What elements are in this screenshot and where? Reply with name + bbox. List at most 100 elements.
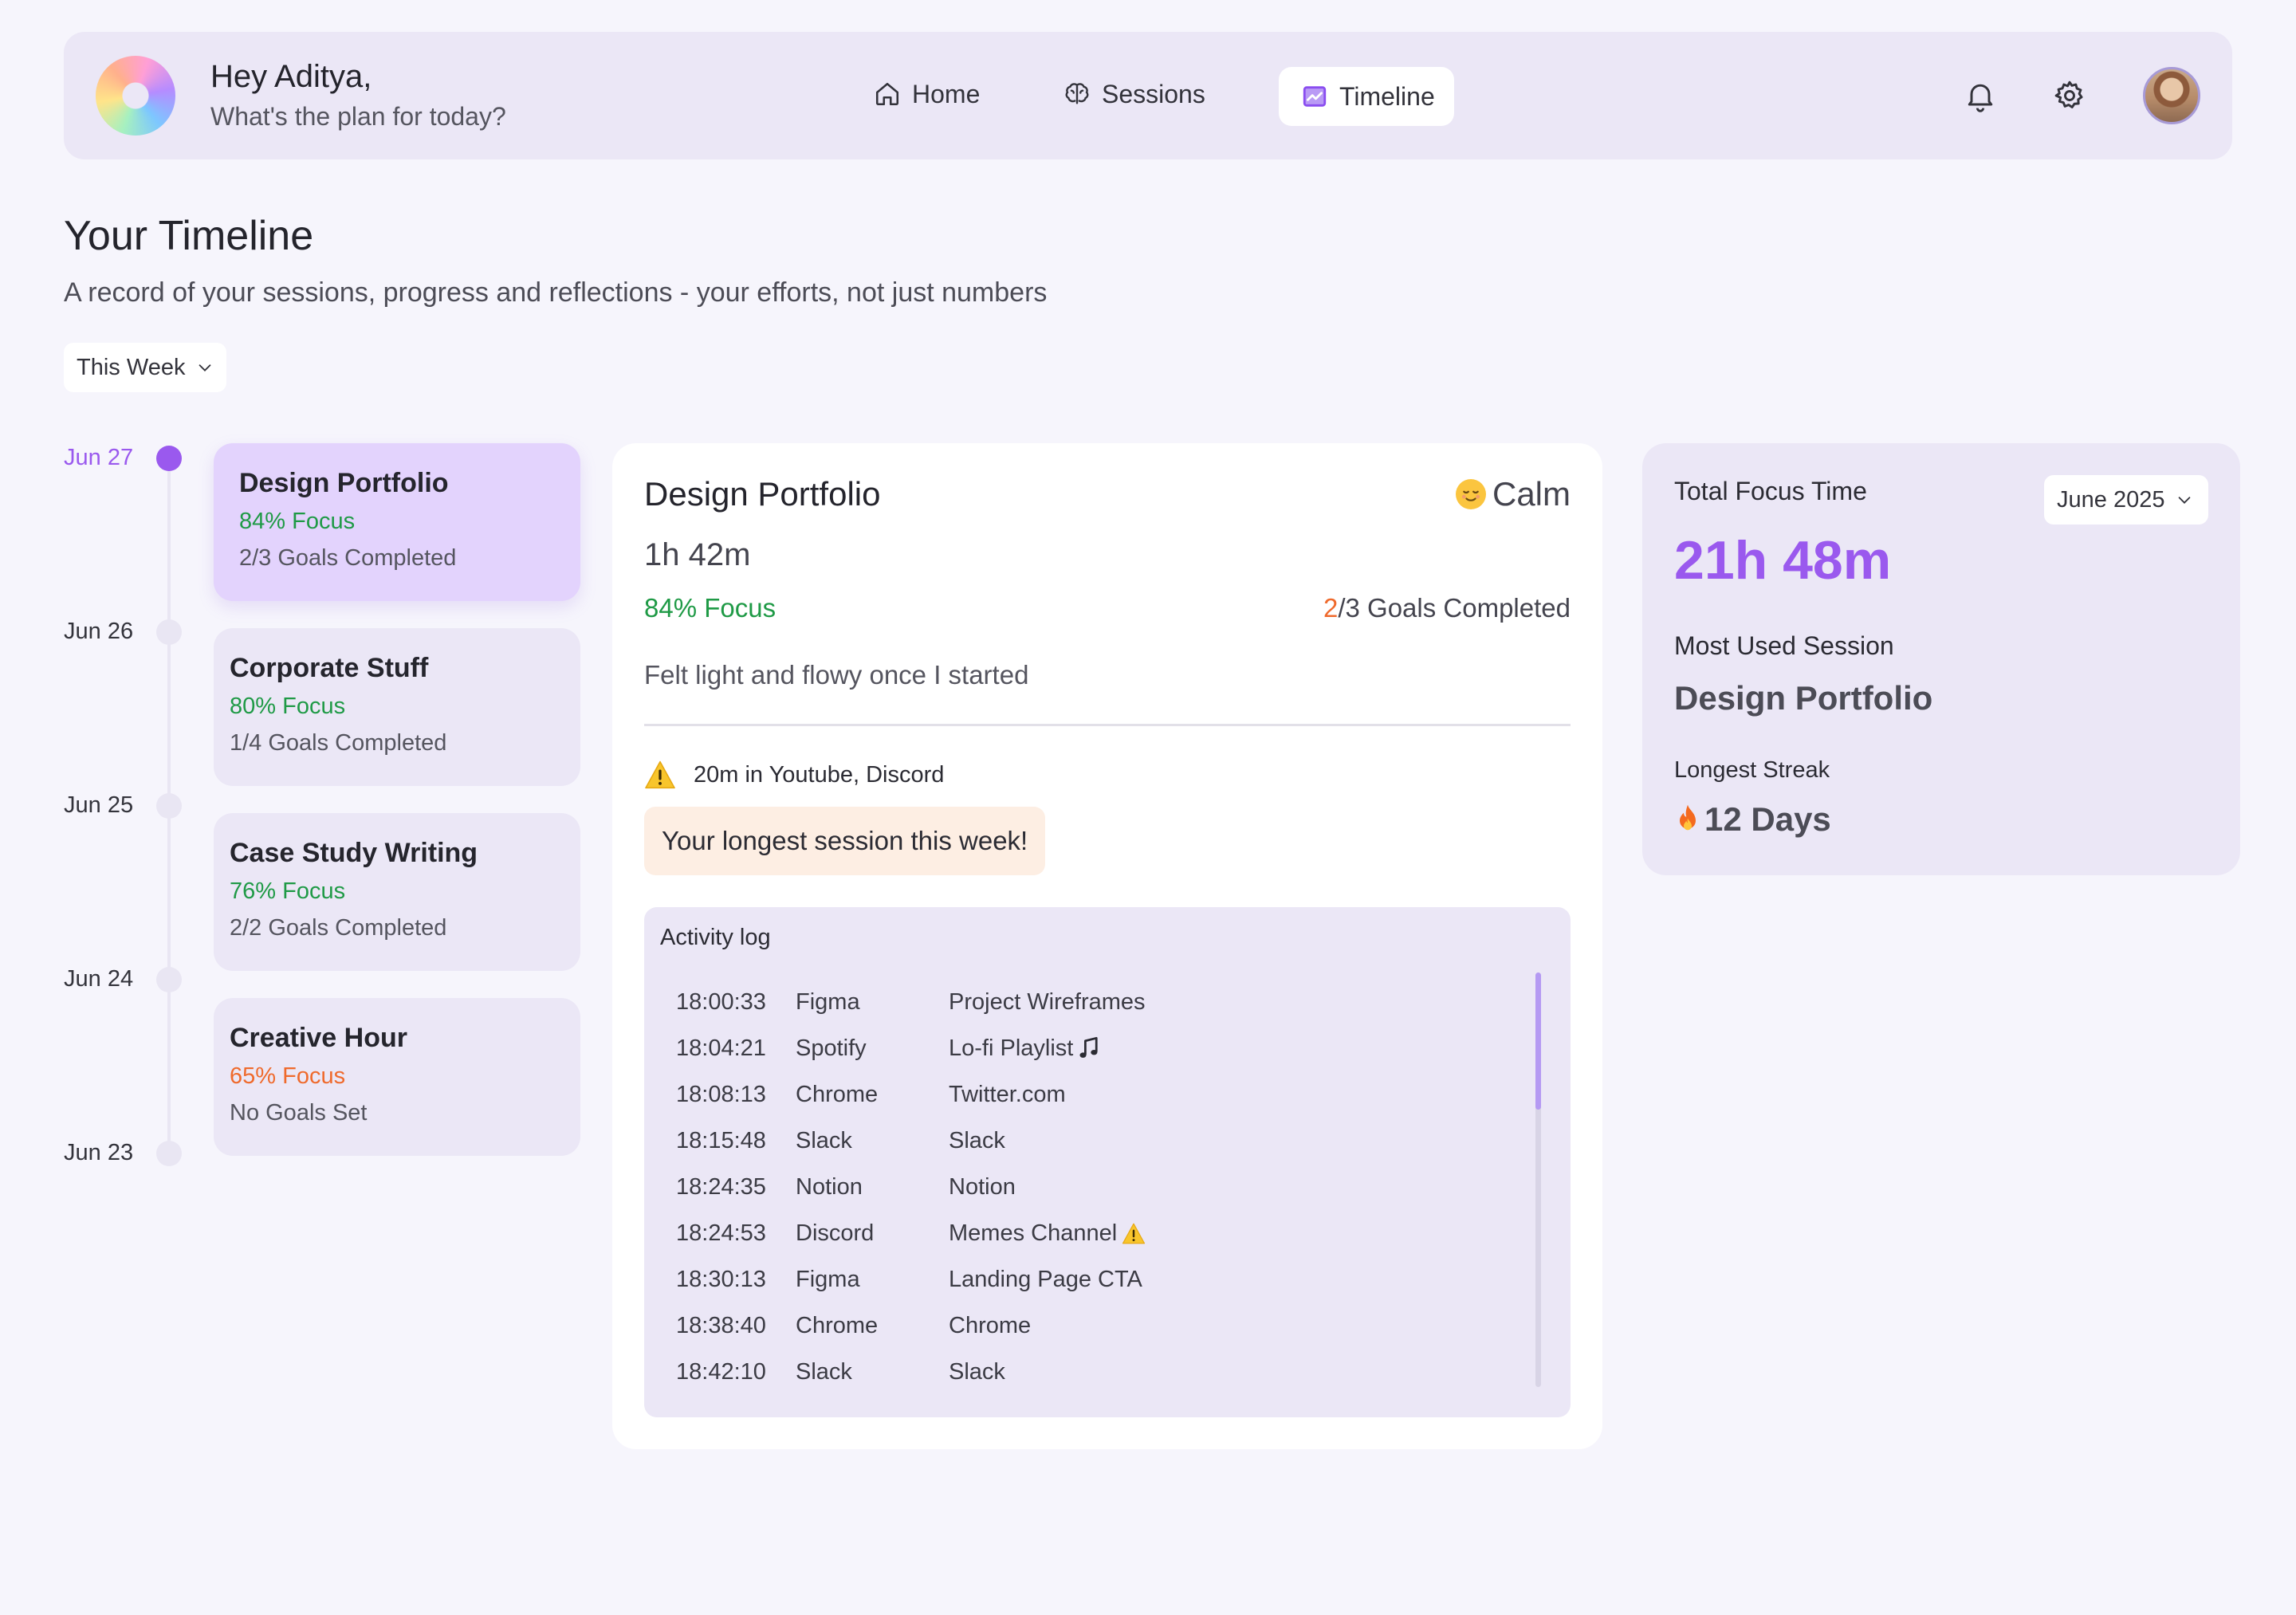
log-activity-label: Lo-fi Playlist (949, 1035, 1074, 1061)
log-row: 18:15:48 Slack Slack (676, 1118, 1505, 1164)
page-title: Your Timeline (64, 213, 314, 259)
log-app: Slack (796, 1358, 852, 1385)
warning-icon (645, 760, 675, 789)
session-card-focus: 84% Focus (239, 509, 356, 534)
longest-streak-label: Longest Streak (1674, 757, 1830, 783)
log-activity: Memes Channel (949, 1220, 1146, 1247)
stats-panel: Total Focus Time June 2025 21h 48m Most … (1642, 443, 2240, 875)
nav-home-label: Home (912, 79, 981, 108)
nav-sessions-label: Sessions (1102, 79, 1205, 108)
top-header: Hey Aditya, What's the plan for today? H… (64, 32, 2232, 159)
log-row: 18:30:13 Figma Landing Page CTA (676, 1256, 1505, 1303)
log-activity-label: Slack (949, 1127, 1005, 1153)
greeting-title: Hey Aditya, (210, 59, 372, 94)
log-row: 18:08:13 Chrome Twitter.com (676, 1071, 1505, 1118)
app-logo[interactable] (96, 56, 175, 136)
log-activity-label: Landing Page CTA (949, 1266, 1142, 1292)
bell-icon[interactable] (1963, 78, 1998, 113)
timeline-date: Jun 23 (64, 1140, 134, 1165)
timeline-date: Jun 27 (64, 445, 134, 470)
nav-home[interactable]: Home (863, 64, 991, 124)
session-card[interactable]: Corporate Stuff 80% Focus 1/4 Goals Comp… (214, 628, 580, 786)
log-row: 18:24:35 Notion Notion (676, 1164, 1505, 1210)
detail-mood-label: Calm (1492, 475, 1571, 513)
music-note-icon (1079, 1036, 1098, 1058)
activity-log-rows: 18:00:33 Figma Project Wireframes 18:04:21… (676, 979, 1505, 1395)
user-avatar[interactable] (2143, 67, 2200, 124)
timeline-dot (156, 1141, 182, 1166)
log-app: Figma (796, 1266, 860, 1292)
log-activity: Lo-fi Playlist (949, 1035, 1100, 1062)
log-time: 18:42:10 (676, 1358, 766, 1385)
session-card[interactable]: Design Portfolio 84% Focus 2/3 Goals Com… (214, 443, 580, 601)
session-card-goals: No Goals Set (230, 1100, 368, 1126)
timeline-date: Jun 26 (64, 619, 134, 644)
log-row: 18:42:10 Slack Slack (676, 1349, 1505, 1395)
month-dropdown[interactable]: June 2025 (2044, 475, 2208, 525)
session-card-goals: 1/4 Goals Completed (230, 730, 447, 756)
log-row: 18:24:53 Discord Memes Channel (676, 1210, 1505, 1256)
distraction-text: 20m in Youtube, Discord (694, 761, 945, 788)
gear-icon[interactable] (2052, 78, 2087, 113)
chevron-down-icon (2179, 497, 2191, 504)
longest-streak-value: 12 Days (1674, 800, 1831, 839)
log-app: Slack (796, 1127, 852, 1153)
session-card[interactable]: Creative Hour 65% Focus No Goals Set (214, 998, 580, 1156)
timeline-dot (156, 967, 182, 992)
timeline-dot (156, 619, 182, 645)
home-icon (875, 82, 899, 106)
highlight-badge: Your longest session this week! (644, 807, 1046, 875)
timeline-date: Jun 25 (64, 792, 134, 818)
warning-icon (1122, 1223, 1146, 1244)
log-row: 18:38:40 Chrome Chrome (676, 1303, 1505, 1349)
longest-streak-text: 12 Days (1704, 800, 1831, 838)
session-card-title: Corporate Stuff (230, 653, 429, 683)
activity-log-scrollbar[interactable] (1535, 973, 1541, 1387)
session-card-focus: 65% Focus (230, 1063, 346, 1089)
log-time: 18:04:21 (676, 1035, 766, 1061)
log-activity: Slack (949, 1359, 1005, 1385)
month-dropdown-label: June 2025 (2057, 486, 2165, 513)
total-focus-value: 21h 48m (1674, 530, 1892, 591)
relieved-face-icon (1455, 479, 1486, 509)
log-app: Spotify (796, 1035, 867, 1061)
session-card-title: Design Portfolio (239, 468, 449, 498)
log-activity-label: Notion (949, 1173, 1016, 1200)
log-app: Chrome (796, 1081, 879, 1107)
period-dropdown-label: This Week (77, 354, 186, 380)
activity-log-scroll-thumb[interactable] (1535, 973, 1541, 1110)
distraction-notice: 20m in Youtube, Discord (644, 760, 944, 789)
session-card-focus: 76% Focus (230, 878, 346, 904)
session-card[interactable]: Case Study Writing 76% Focus 2/2 Goals C… (214, 813, 580, 971)
log-app: Figma (796, 988, 860, 1015)
detail-goals-done: 2 (1323, 593, 1339, 623)
log-time: 18:24:53 (676, 1220, 766, 1246)
log-activity: Twitter.com (949, 1082, 1066, 1108)
detail-note: Felt light and flowy once I started (644, 660, 1029, 690)
session-card-goals: 2/2 Goals Completed (230, 915, 447, 941)
detail-goals-rest: /3 Goals Completed (1338, 593, 1571, 623)
session-card-focus: 80% Focus (230, 694, 346, 719)
nav-timeline[interactable]: Timeline (1279, 67, 1454, 126)
greeting-subtitle: What's the plan for today? (210, 102, 506, 131)
fire-icon (1680, 804, 1696, 831)
log-activity: Chrome (949, 1313, 1031, 1339)
total-focus-label: Total Focus Time (1674, 477, 1867, 505)
most-used-value: Design Portfolio (1674, 679, 1933, 717)
log-activity: Notion (949, 1174, 1016, 1200)
timeline-date: Jun 24 (64, 966, 134, 992)
session-detail-panel: Design Portfolio Calm 1h 42m 84% Focus 2… (612, 443, 1602, 1449)
activity-log-title: Activity log (660, 925, 771, 950)
period-dropdown[interactable]: This Week (64, 343, 226, 392)
log-row: 18:04:21 Spotify Lo-fi Playlist (676, 1025, 1505, 1071)
chevron-down-icon (199, 364, 211, 371)
log-activity: Landing Page CTA (949, 1267, 1142, 1293)
detail-focus: 84% Focus (644, 593, 776, 623)
nav-sessions[interactable]: Sessions (1052, 64, 1217, 124)
log-time: 18:38:40 (676, 1312, 766, 1338)
log-time: 18:08:13 (676, 1081, 766, 1107)
session-card-title: Case Study Writing (230, 838, 478, 868)
chart-icon (1303, 86, 1327, 107)
log-app: Discord (796, 1220, 875, 1246)
log-activity-label: Memes Channel (949, 1220, 1118, 1246)
